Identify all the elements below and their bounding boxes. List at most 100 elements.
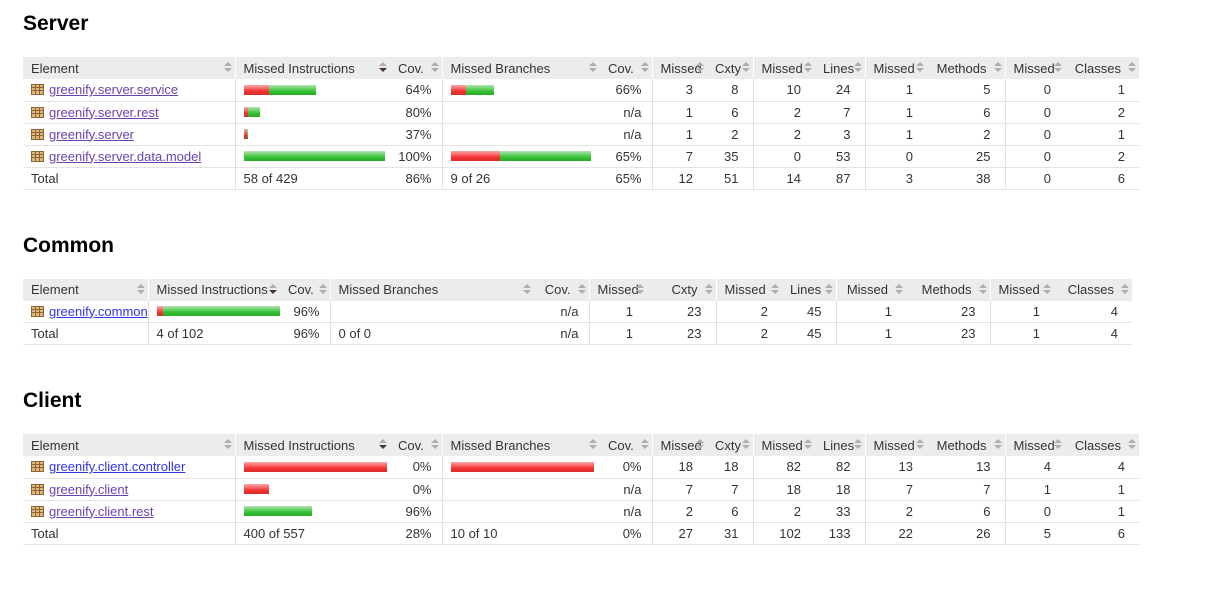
col-header-missed-instructions[interactable]: Missed Instructions: [147, 278, 280, 301]
package-link[interactable]: greenify.server.rest: [49, 104, 159, 120]
col-header-element[interactable]: Element: [23, 57, 235, 79]
col-header-missed[interactable]: Missed: [588, 278, 647, 301]
stat-value: 1: [1004, 478, 1065, 501]
col-header-classes[interactable]: Classes: [1065, 434, 1139, 456]
package-icon: [31, 83, 44, 96]
package-link[interactable]: greenify.server: [49, 126, 135, 142]
sort-down-arrow: [1054, 68, 1062, 72]
sort-up-arrow: [853, 62, 862, 66]
col-header-methods[interactable]: Methods: [927, 57, 1005, 79]
section-server: Server Element Missed Instructions Cov. Mis…: [23, 12, 1203, 190]
package-link[interactable]: greenify.client.controller: [49, 459, 186, 475]
col-header-methods[interactable]: Methods: [906, 278, 990, 301]
sort-icon: [853, 62, 862, 72]
package-link[interactable]: greenify.client: [49, 481, 129, 497]
col-header-missed[interactable]: Missed: [864, 434, 927, 456]
package-link[interactable]: greenify.client.rest: [49, 503, 154, 519]
col-header-methods[interactable]: Methods: [927, 434, 1005, 456]
missed-branches-bar-cell: [329, 300, 534, 323]
total-stat-value: 31: [707, 522, 753, 545]
instructions-coverage: 96%: [280, 300, 330, 323]
col-header-missed[interactable]: Missed: [1004, 434, 1065, 456]
sort-down-arrow: [993, 68, 1002, 72]
col-header-missed[interactable]: Missed: [651, 434, 707, 456]
col-header-cov[interactable]: Cov.: [390, 434, 442, 456]
col-header-lines[interactable]: Lines: [815, 57, 865, 79]
sort-up-arrow: [853, 439, 862, 443]
col-header-missed[interactable]: Missed: [651, 57, 707, 79]
col-header-cxty[interactable]: Cxty: [647, 278, 716, 301]
total-missed-branches: 10 of 10: [441, 522, 600, 545]
col-header-classes[interactable]: Classes: [1065, 57, 1139, 79]
col-header-cov[interactable]: Cov.: [280, 278, 330, 301]
package-link[interactable]: greenify.server.service: [49, 82, 179, 98]
col-header-element[interactable]: Element: [23, 434, 235, 456]
sort-desc-icon: [379, 62, 387, 72]
missed-instructions-bar-cell: [234, 456, 390, 479]
total-stat-value: 26: [927, 522, 1005, 545]
col-header-lines[interactable]: Lines: [782, 278, 836, 301]
stat-value: 7: [707, 478, 753, 501]
sort-down-arrow: [853, 445, 862, 449]
col-header-missed-branches[interactable]: Missed Branches: [441, 434, 600, 456]
col-header-missed-branches[interactable]: Missed Branches: [441, 57, 600, 79]
total-instructions-coverage: 28%: [390, 522, 442, 545]
coverage-report: Server Element Missed Instructions Cov. Mis…: [23, 12, 1203, 545]
table-row: greenify.server.rest 80% n/a 1 6 2 7 1 6 0 2: [23, 101, 1139, 124]
col-header-missed[interactable]: Missed: [752, 434, 815, 456]
col-header-missed[interactable]: Missed: [752, 57, 815, 79]
total-missed-instructions: 400 of 557: [234, 522, 390, 545]
col-header-missed[interactable]: Missed: [1004, 57, 1065, 79]
col-header-cov[interactable]: Cov.: [534, 278, 589, 301]
col-header-missed[interactable]: Missed: [715, 278, 782, 301]
sort-up-arrow: [993, 439, 1002, 443]
stat-value: 53: [815, 145, 865, 168]
sort-icon: [993, 439, 1002, 449]
sort-icon: [704, 283, 713, 294]
col-header-label: Missed: [597, 282, 639, 297]
missed-branches-bar-cell: [441, 101, 600, 124]
stat-value: 23: [647, 300, 716, 323]
col-header-cxty[interactable]: Cxty: [707, 57, 753, 79]
missed-instructions-bar-cell: [234, 145, 390, 168]
sort-up-arrow: [1121, 283, 1129, 288]
sort-down-arrow: [1128, 445, 1136, 449]
sort-icon: [853, 439, 862, 449]
sort-down-arrow: [223, 68, 232, 72]
instructions-coverage: 80%: [390, 101, 442, 124]
col-header-classes[interactable]: Classes: [1054, 278, 1132, 301]
col-header-cov[interactable]: Cov.: [390, 57, 442, 79]
sort-down-arrow: [741, 68, 750, 72]
col-header-element[interactable]: Element: [23, 278, 148, 301]
sort-down-arrow: [640, 68, 649, 72]
sort-up-arrow: [589, 439, 597, 443]
col-header-missed[interactable]: Missed: [835, 278, 906, 301]
sort-up-arrow: [824, 283, 833, 288]
sort-icon: [640, 62, 649, 72]
table-row: greenify.server 37% n/a 1 2 2 3 1 2 0 1: [23, 123, 1139, 146]
col-header-cov[interactable]: Cov.: [600, 434, 652, 456]
element-cell: greenify.client: [23, 478, 235, 501]
col-header-cov[interactable]: Cov.: [600, 57, 652, 79]
coverage-table-server: Element Missed Instructions Cov. Missed Bra…: [23, 57, 1203, 190]
covered-bar-segment: [465, 84, 494, 95]
sort-down-arrow: [523, 289, 531, 294]
col-header-missed[interactable]: Missed: [989, 278, 1054, 301]
package-link[interactable]: greenify.common: [49, 303, 148, 319]
col-header-missed-branches[interactable]: Missed Branches: [329, 278, 534, 301]
sort-up-arrow: [640, 62, 649, 66]
col-header-missed-instructions[interactable]: Missed Instructions: [234, 57, 390, 79]
table-row: greenify.client.rest 96% n/a 2 6 2 33 2 6 0 1: [23, 500, 1139, 523]
total-stat-value: 3: [864, 167, 927, 190]
col-header-cxty[interactable]: Cxty: [707, 434, 753, 456]
package-link[interactable]: greenify.server.data.model: [49, 148, 202, 164]
col-header-label: Missed: [998, 282, 1040, 297]
col-header-lines[interactable]: Lines: [815, 434, 865, 456]
col-header-missed-instructions[interactable]: Missed Instructions: [234, 434, 390, 456]
branches-coverage: n/a: [600, 478, 652, 501]
total-instructions-coverage: 86%: [390, 167, 442, 190]
total-missed-instructions: 4 of 102: [147, 322, 280, 345]
stat-value: 4: [1054, 300, 1132, 323]
col-header-missed[interactable]: Missed: [864, 57, 927, 79]
col-header-label: Methods: [936, 60, 987, 76]
